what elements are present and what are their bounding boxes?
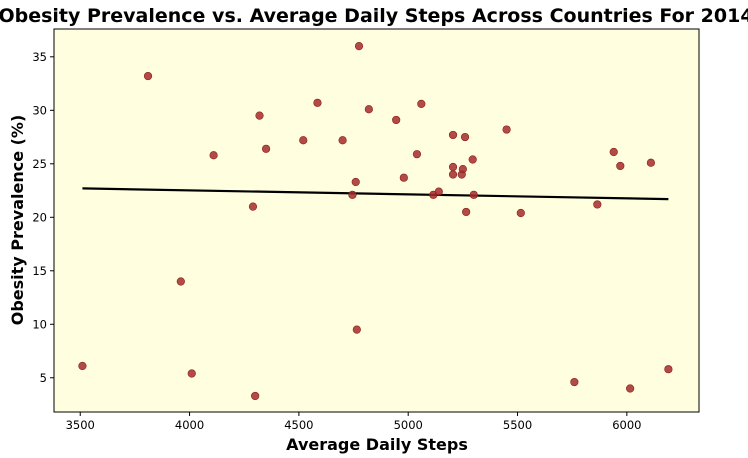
data-point	[646, 158, 655, 167]
data-point	[209, 151, 218, 160]
data-point	[626, 384, 635, 393]
data-point	[434, 187, 443, 196]
data-point	[176, 277, 185, 286]
y-tick-label: 25	[32, 157, 47, 171]
data-point	[516, 208, 525, 218]
data-point	[570, 377, 579, 387]
data-point	[460, 132, 470, 142]
data-point	[609, 147, 618, 157]
y-axis-ticks: 5 10 15 20 25 30 35	[32, 50, 54, 385]
data-point	[299, 136, 308, 145]
y-tick-label: 15	[32, 264, 47, 278]
x-axis-ticks: 3500 4000 4500 5000 5500 6000	[66, 412, 641, 432]
y-tick-label: 30	[32, 103, 47, 117]
x-tick-label: 3500	[66, 418, 95, 432]
data-point	[364, 105, 373, 114]
data-point	[448, 162, 458, 172]
x-axis-label: Average Daily Steps	[286, 435, 468, 454]
data-point	[354, 42, 364, 51]
x-tick-label: 6000	[612, 418, 641, 432]
chart-title: Obesity Prevalence vs. Average Daily Ste…	[0, 5, 748, 27]
data-point	[187, 369, 196, 378]
data-point	[616, 161, 625, 171]
data-point	[255, 111, 264, 120]
y-tick-label: 20	[32, 210, 47, 224]
data-point	[458, 165, 467, 174]
y-tick-label: 5	[40, 371, 47, 385]
trend-line	[82, 187, 669, 201]
data-point	[78, 361, 87, 371]
x-tick-label: 5500	[503, 418, 532, 432]
data-point	[417, 99, 426, 108]
data-point	[469, 190, 478, 199]
y-axis-label: Obesity Prevalence (%)	[8, 115, 27, 326]
data-point	[593, 200, 602, 209]
data-point	[448, 130, 458, 140]
data-point	[248, 202, 258, 211]
data-point	[351, 177, 360, 187]
data-point	[313, 98, 322, 107]
data-point	[462, 207, 471, 217]
data-point	[352, 325, 361, 334]
data-point	[392, 115, 401, 125]
data-point	[448, 170, 458, 179]
data-point	[251, 391, 260, 401]
data-point	[502, 125, 511, 134]
x-tick-label: 4500	[284, 418, 313, 432]
data-point	[399, 173, 408, 182]
trend-line-layer	[82, 187, 669, 201]
data-point	[468, 155, 477, 164]
data-point	[261, 144, 271, 153]
x-tick-label: 5000	[394, 418, 423, 432]
data-points-layer	[78, 42, 673, 401]
data-point	[143, 71, 153, 81]
data-point	[338, 136, 347, 145]
y-tick-label: 10	[32, 317, 47, 331]
plot-area	[54, 29, 699, 412]
x-tick-label: 4000	[175, 418, 204, 432]
y-tick-label: 35	[32, 50, 47, 64]
data-point	[412, 150, 422, 159]
data-point	[348, 190, 357, 199]
data-point	[664, 365, 673, 374]
plot-frame	[53, 28, 700, 413]
